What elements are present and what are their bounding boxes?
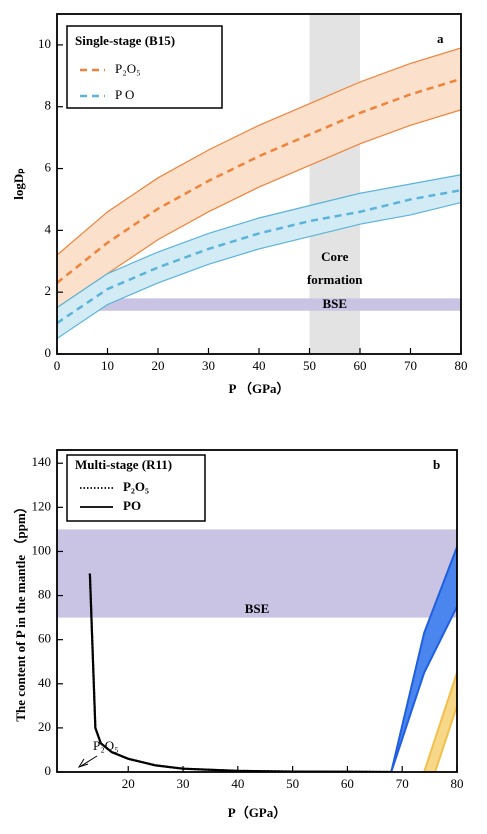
region: [309, 14, 360, 354]
x-tick-label: 0: [54, 358, 61, 373]
legend-label: P O: [115, 87, 134, 102]
plot-area: [57, 14, 461, 354]
panel-label: b: [433, 457, 440, 472]
legend-box: [66, 25, 223, 109]
region: [57, 529, 457, 618]
x-tick-label: 20: [122, 776, 135, 791]
x-tick-label: 60: [341, 776, 354, 791]
band: [57, 174, 461, 339]
y-tick-label: 2: [45, 283, 52, 298]
y-tick-label: 4: [45, 221, 52, 236]
y-tick-label: 6: [45, 160, 52, 175]
x-tick-label: 70: [396, 776, 409, 791]
band-edge: [57, 109, 461, 309]
region: [57, 298, 461, 311]
y-axis-label: logDₚ: [11, 168, 26, 200]
legend-label: P₂O₅: [115, 61, 141, 76]
panel-label: a: [437, 31, 444, 46]
y-tick-label: 20: [38, 719, 51, 734]
legend-title: Multi-stage (R11): [75, 457, 172, 472]
x-tick-label: 50: [303, 358, 316, 373]
series-line: [57, 188, 461, 325]
y-tick-label: 120: [32, 498, 52, 513]
x-tick-label: 30: [177, 776, 190, 791]
y-tick-label: 10: [38, 36, 51, 51]
y-tick-label: 140: [32, 454, 52, 469]
band: [423, 672, 457, 772]
legend-title: Single-stage (B15): [75, 33, 175, 48]
region-label: formation: [307, 272, 363, 287]
x-tick-label: 50: [286, 776, 299, 791]
band-edge: [57, 47, 461, 256]
region-label: BSE: [322, 296, 347, 311]
region-label: BSE: [245, 601, 270, 616]
y-tick-label: 80: [38, 587, 51, 602]
y-axis-label: The content of P in the mantle （ppm）: [13, 500, 28, 721]
y-tick-label: 40: [38, 675, 51, 690]
legend-label: P₂O₅: [123, 479, 149, 494]
plot-frame: [56, 449, 458, 773]
y-tick-label: 0: [45, 345, 52, 360]
x-tick-label: 10: [101, 358, 114, 373]
x-tick-label: 20: [152, 358, 165, 373]
x-axis-label: P（GPa）: [228, 805, 287, 820]
y-tick-label: 100: [32, 542, 52, 557]
region-label: Core: [321, 249, 348, 264]
annotation: P₂O₅: [93, 738, 119, 753]
annotation-arrow: [80, 755, 98, 767]
legend-label: PO: [123, 498, 141, 513]
x-tick-label: 60: [354, 358, 367, 373]
x-axis-label: P （GPa）: [228, 381, 289, 396]
x-tick-label: 40: [231, 776, 244, 791]
x-tick-label: 80: [455, 358, 468, 373]
band: [390, 546, 457, 772]
arrow-head: [77, 758, 89, 768]
band-edge: [57, 201, 461, 340]
x-tick-label: 40: [253, 358, 266, 373]
y-tick-label: 8: [45, 98, 52, 113]
y-tick-label: 60: [38, 631, 51, 646]
y-tick-label: 0: [45, 763, 52, 778]
x-tick-label: 30: [202, 358, 215, 373]
band-edge: [57, 174, 461, 309]
plot-area: [57, 529, 457, 772]
legend-box: [66, 454, 206, 522]
x-tick-label: 70: [404, 358, 417, 373]
series-line: [57, 77, 461, 284]
x-tick-label: 80: [451, 776, 464, 791]
